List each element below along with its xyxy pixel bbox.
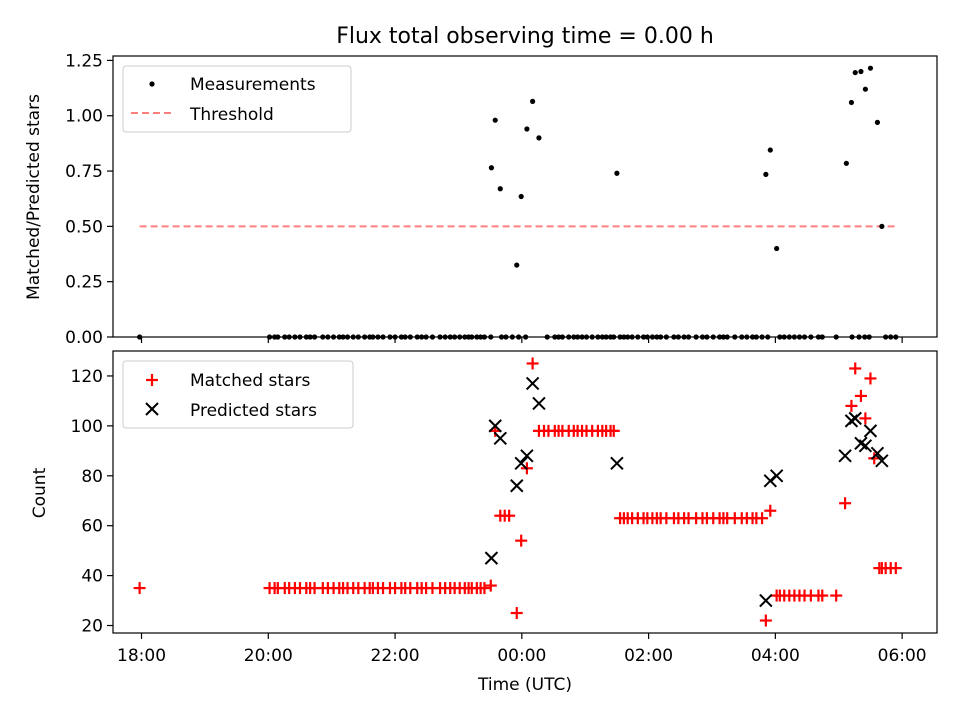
measurement-point (862, 86, 868, 92)
x-tick-label: 00:00 (497, 646, 546, 666)
measurement-point (879, 223, 885, 229)
chart-title: Flux total observing time = 0.00 h (336, 24, 714, 49)
bottom-y-tick-label: 20 (81, 617, 103, 637)
x-tick-label: 20:00 (244, 646, 293, 666)
matched-star-point (764, 504, 777, 517)
matched-star-point (515, 534, 528, 547)
measurement-point (530, 98, 536, 104)
measurement-point (852, 69, 858, 76)
measurement-point (536, 135, 542, 141)
matched-star-point (526, 357, 539, 370)
matched-star-point (478, 582, 491, 595)
matched-star-point (510, 607, 523, 620)
measurement-point (843, 160, 849, 166)
x-tick-label: 18:00 (117, 646, 166, 666)
legend-matched-label: Matched stars (190, 371, 310, 391)
bottom-axes-frame (112, 350, 938, 634)
bottom-y-axis-label: Count (30, 467, 50, 518)
top-y-tick-label: 0.25 (65, 273, 103, 293)
legend-threshold-label: Threshold (189, 105, 274, 125)
predicted-star-point (493, 431, 507, 446)
bottom-plot-area (133, 357, 902, 627)
top-legend-frame (122, 65, 352, 133)
legend-predicted-marker (145, 402, 159, 416)
measurement-point (497, 186, 503, 192)
matched-star-point (864, 372, 877, 385)
predicted-star-point (520, 449, 534, 463)
measurement-point (763, 171, 769, 177)
top-y-axis: 0.00 0.25 0.50 0.75 1.00 1.25 (65, 51, 113, 348)
matched-star-point (889, 562, 902, 575)
predicted-star-point (525, 376, 540, 391)
predicted-star-point (838, 449, 852, 463)
top-y-tick-label: 0.00 (65, 328, 103, 348)
matched-star-point (845, 399, 858, 412)
measurement-point (488, 165, 495, 171)
bottom-axes-ticks: 20 40 60 80 100 120 18:00 20:00 22:00 00:00 02:00 0… (71, 337, 927, 666)
matched-star-point (859, 412, 872, 425)
bottom-legend: Matched stars Predicted stars (122, 360, 354, 429)
bottom-y-tick-label: 60 (81, 517, 103, 537)
predicted-star-point (848, 411, 862, 426)
measurement-point (767, 147, 773, 153)
predicted-star-point (488, 419, 502, 433)
predicted-star-point (875, 454, 889, 468)
matched-star-point (484, 579, 497, 592)
predicted-star-point (863, 424, 878, 438)
bottom-y-tick-label: 80 (81, 467, 103, 487)
predicted-star-point (484, 551, 499, 565)
top-legend: Measurements Threshold (122, 65, 352, 133)
top-y-tick-label: 1.25 (65, 51, 103, 71)
measurement-point (867, 65, 874, 71)
x-tick-label: 04:00 (751, 646, 800, 666)
matched-star-point (839, 497, 852, 510)
x-tick-label: 22:00 (371, 646, 420, 666)
top-y-axis-label: Matched/Predicted stars (24, 94, 44, 300)
bottom-legend-frame (122, 360, 354, 429)
matched-star-point (759, 614, 772, 627)
predicted-star-point (610, 456, 624, 471)
top-y-tick-label: 1.00 (65, 107, 103, 127)
matched-star-point (756, 512, 769, 525)
x-tick-label: 06:00 (878, 646, 927, 666)
legend-measurements-marker (149, 81, 155, 87)
measurement-point (614, 170, 620, 176)
measurement-point (524, 126, 530, 132)
matched-star-point (133, 582, 146, 595)
matched-star-point (816, 589, 829, 602)
measurement-point (514, 262, 520, 268)
measurement-point (848, 99, 855, 106)
matched-star-point (854, 389, 867, 402)
bottom-y-tick-label: 100 (71, 417, 103, 437)
measurement-point (858, 68, 864, 75)
bottom-y-tick-label: 40 (81, 567, 103, 587)
predicted-star-point (759, 593, 773, 608)
matched-star-point (830, 589, 843, 602)
predicted-star-point (514, 456, 528, 471)
measurement-point (518, 193, 524, 200)
predicted-star-point (532, 396, 546, 411)
predicted-star-point (858, 439, 873, 453)
top-axes-frame (112, 55, 938, 338)
legend-predicted-label: Predicted stars (190, 401, 317, 421)
measurement-point (492, 117, 498, 123)
x-tick-label: 02:00 (624, 646, 673, 666)
legend-measurements-label: Measurements (190, 75, 316, 95)
matched-star-point (503, 509, 516, 522)
legend-matched-marker (146, 374, 158, 386)
predicted-star-point (854, 436, 868, 451)
predicted-star-point (870, 446, 885, 461)
top-y-tick-label: 0.50 (65, 217, 103, 237)
top-y-tick-label: 0.75 (65, 162, 103, 182)
x-axis-label: Time (UTC) (477, 675, 572, 695)
predicted-star-point (769, 469, 784, 483)
predicted-star-point (510, 479, 524, 493)
matched-star-point (849, 362, 862, 375)
measurement-point (774, 245, 780, 252)
matched-star-point (607, 424, 620, 437)
measurement-point (874, 119, 881, 125)
bottom-y-tick-label: 120 (71, 367, 103, 387)
